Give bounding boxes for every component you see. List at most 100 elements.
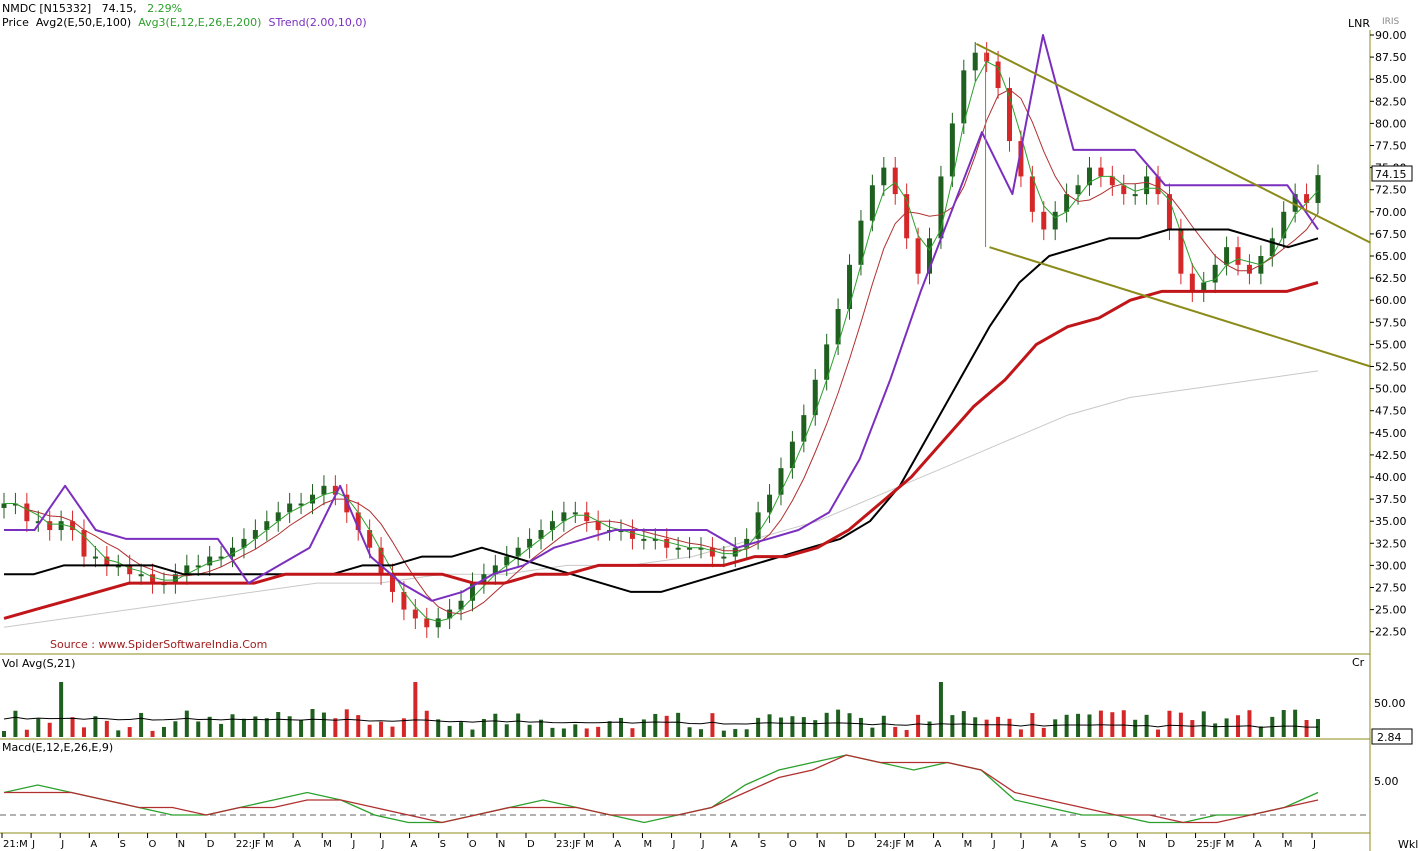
volume-bar [801,717,806,737]
candle-body [504,556,510,566]
ema100-line [3,281,1319,620]
volume-bar [390,726,395,737]
volume-bar [424,710,429,737]
volume-bar [1087,714,1092,737]
x-tick-label: O [1109,839,1117,850]
volume-bar [1190,720,1195,737]
candle-body [1064,194,1070,212]
candle-body [869,185,875,221]
volume-bar [527,724,532,737]
volume-bar [481,718,486,737]
y-tick-label: 60.00 [1375,294,1407,307]
volume-bar [1224,718,1229,737]
x-tick-label: J [351,839,355,850]
volume-bar [436,719,441,737]
volume-bar [584,728,589,737]
candle-body [35,521,41,524]
candle-body [709,547,715,557]
candle-body [881,167,887,186]
volume-bar [367,724,372,737]
candle-body [367,530,373,548]
volume-bar [196,721,201,737]
volume-bar [230,714,235,737]
candle-body [938,176,944,239]
candle-body [47,521,53,531]
volume-bar [870,727,875,737]
x-tick-label: J [1021,839,1025,850]
volume-bar [938,682,943,737]
candle-body [1178,229,1184,274]
x-tick-label: M [265,839,274,850]
avg2-label[interactable]: Avg2(E,50,E,100) [35,16,132,29]
x-tick-label: M [643,839,652,850]
avg3-label[interactable]: Avg3(E,12,E,26,E,200) [138,16,262,29]
y-tick-label: 27.50 [1375,582,1407,595]
y-tick-label: 50.00 [1375,383,1407,396]
volume-badge-box [1371,728,1413,745]
x-tick-label: D [527,839,535,850]
candle-body [755,512,761,539]
y-tick-label: 40.00 [1375,471,1407,484]
candle-body [984,52,990,62]
candle-body [287,503,293,513]
candle-body [858,220,864,265]
volume-bar [59,682,64,737]
scale-mode[interactable]: LNR [1348,17,1370,30]
candle-body [538,530,544,539]
x-tick-label: 21:M [3,839,28,850]
volume-bar [1133,719,1138,737]
y-tick-label: 77.50 [1375,140,1407,153]
candle-body [355,512,361,531]
candle-body [801,415,807,442]
candle-body [1029,176,1035,212]
candle-body [1,503,7,508]
macd-panel-label: Macd(E,12,E,26,E,9) [2,741,113,754]
candle-body [847,264,853,310]
volume-bar [1201,711,1206,737]
volume-bar [139,712,144,737]
candle-body [1109,176,1115,186]
volume-bar [721,730,726,737]
volume-bar [299,719,304,737]
x-tick-label: N [178,839,185,850]
x-tick-label: A [294,839,301,850]
y-tick-label: 80.00 [1375,117,1407,130]
candle-body [1166,194,1172,230]
candle-body [652,538,658,541]
volume-bar [893,726,898,737]
x-tick-label: M [323,839,332,850]
x-tick-label: J [31,839,35,850]
candle-body [1304,194,1310,203]
strend-label[interactable]: STrend(2.00,10,0) [268,16,367,29]
candle-body [264,521,270,531]
y-tick-label: 65.00 [1375,250,1407,263]
candle-body [527,538,533,548]
candle-body [675,547,681,550]
volume-bar [573,724,578,737]
candle-body [412,609,418,619]
volume-bar [493,713,498,737]
symbol-name[interactable]: NMDC [N15332] [2,2,92,15]
y-tick-label: 52.50 [1375,361,1407,374]
x-tick-label: J [380,839,384,850]
volume-bar [1053,719,1058,737]
y-tick-label: 42.50 [1375,449,1407,462]
volume-bar [1156,729,1161,737]
candle-body [618,530,624,533]
x-tick-label: A [411,839,418,850]
price-label: Price [2,16,29,29]
candle-body [150,574,156,584]
volume-bar [630,728,635,737]
volume-bar [241,718,246,737]
timeframe-label[interactable]: Wkl [1398,838,1418,851]
candle-body [230,547,236,557]
x-tick-label: A [935,839,942,850]
volume-bar [561,728,566,737]
x-tick-label: 24:JF [876,839,901,850]
volume-bar [824,712,829,737]
volume-bar [173,721,178,737]
y-tick-label: 57.50 [1375,316,1407,329]
volume-bar [276,711,281,737]
candle-body [435,618,441,628]
